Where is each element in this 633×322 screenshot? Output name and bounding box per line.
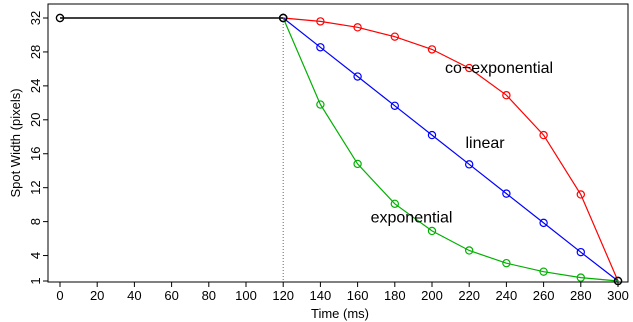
x-tick-label: 160 (347, 288, 369, 303)
y-axis-title: Spot Width (pixels) (8, 88, 23, 197)
y-tick-label: 8 (28, 218, 43, 225)
x-tick-label: 100 (235, 288, 257, 303)
x-tick-label: 300 (607, 288, 629, 303)
data-point (539, 218, 548, 228)
series-label-0: co−exponential (445, 60, 553, 77)
data-point (502, 258, 511, 268)
x-tick-label: 180 (384, 288, 406, 303)
data-point (576, 190, 586, 199)
y-axis: 1 4 8 12 16 20 24 28 32 (28, 11, 48, 285)
x-tick-label: 220 (458, 288, 480, 303)
data-point (539, 130, 548, 140)
y-tick-label: 32 (28, 11, 43, 25)
data-point (353, 159, 362, 169)
data-point (539, 267, 548, 276)
shared-point (55, 13, 65, 23)
x-tick-label: 140 (310, 288, 332, 303)
x-tick-label: 40 (127, 288, 141, 303)
points-layer (55, 13, 623, 286)
data-point (353, 23, 362, 32)
series-layer (60, 17, 620, 282)
series-labels: co−exponential linear exponential (371, 60, 553, 226)
data-point (353, 72, 362, 81)
data-point (465, 246, 474, 255)
x-tick-label: 260 (533, 288, 555, 303)
data-point (465, 63, 474, 73)
data-point (576, 273, 586, 282)
y-tick-label: 1 (28, 277, 43, 284)
data-point (427, 130, 437, 140)
data-point (390, 101, 399, 111)
series-line-1 (282, 17, 620, 282)
x-tick-label: 120 (272, 288, 294, 303)
data-point (427, 226, 437, 236)
y-tick-label: 20 (28, 113, 43, 127)
data-point (316, 100, 325, 109)
data-point (390, 199, 399, 208)
data-point (316, 17, 325, 26)
plot-border (47, 3, 629, 283)
x-tick-label: 80 (202, 288, 216, 303)
series-label-2: exponential (371, 209, 453, 226)
y-tick-label: 4 (28, 252, 43, 259)
plot-frame (47, 3, 629, 283)
y-tick-label: 16 (28, 147, 43, 161)
x-axis: 0 20 40 60 80 100 120 140 160 180 200 220 240 260 280 3… (56, 282, 629, 303)
data-point (316, 43, 325, 52)
series-line-0 (283, 17, 620, 282)
x-axis-title: Time (ms) (311, 306, 369, 321)
data-point (390, 32, 399, 41)
series-line-2 (282, 17, 620, 282)
series-label-1: linear (465, 135, 505, 152)
x-tick-label: 240 (496, 288, 518, 303)
x-tick-label: 60 (164, 288, 178, 303)
data-point (502, 189, 511, 198)
y-tick-label: 28 (28, 45, 43, 59)
data-point (502, 91, 511, 100)
data-point (576, 247, 586, 257)
x-tick-label: 20 (90, 288, 104, 303)
data-point (427, 45, 437, 54)
data-point (465, 160, 474, 169)
x-tick-label: 0 (56, 288, 63, 303)
shared-point (279, 13, 288, 23)
y-tick-label: 12 (28, 180, 43, 194)
x-tick-label: 280 (570, 288, 592, 303)
x-tick-label: 200 (421, 288, 443, 303)
y-tick-label: 24 (28, 79, 43, 93)
